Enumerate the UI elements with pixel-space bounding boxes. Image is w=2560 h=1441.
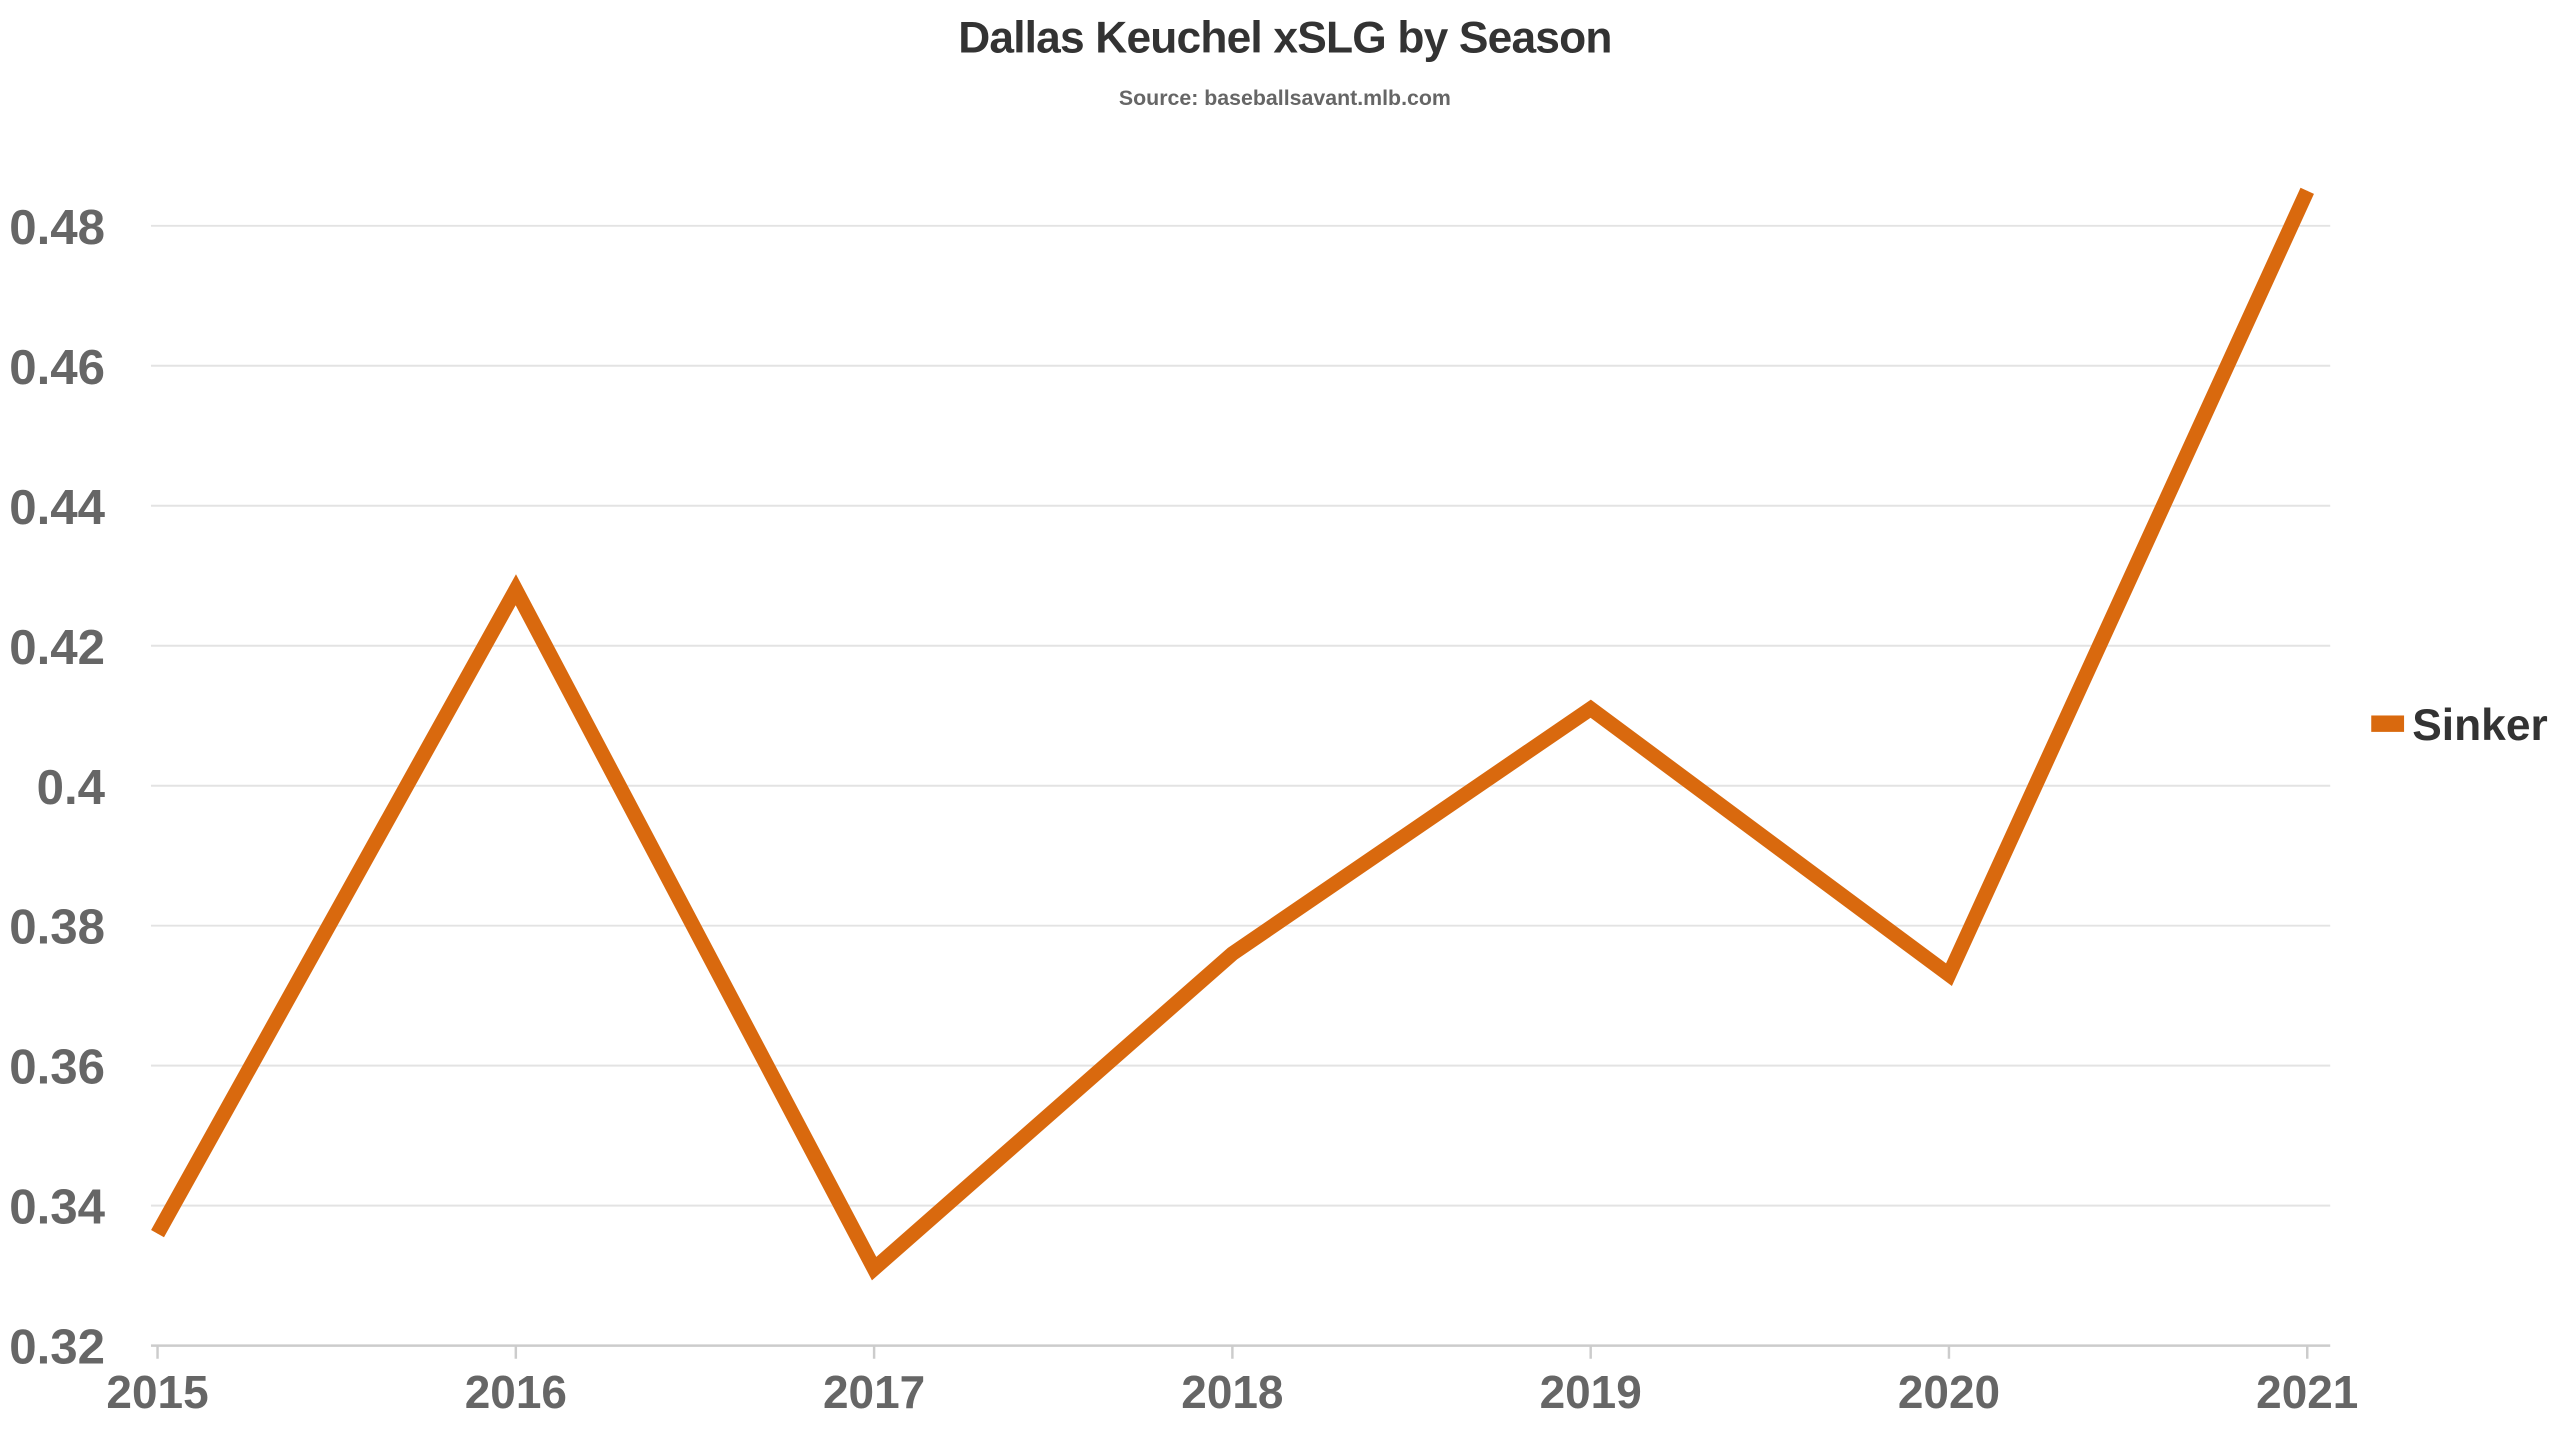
- y-tick-label: 0.34: [9, 1180, 105, 1235]
- x-tick-label: 2018: [1181, 1366, 1283, 1418]
- y-axis-ticks: 0.32 0.34 0.36 0.38 0.4 0.42 0.44 0.46 0.48: [9, 200, 105, 1375]
- y-tick-label: 0.42: [9, 620, 105, 675]
- legend-swatch: [2371, 715, 2404, 731]
- x-tick-label: 2021: [2256, 1366, 2358, 1418]
- series-lines: [157, 191, 2307, 1269]
- legend-label: Sinker: [2412, 701, 2547, 750]
- x-tick-label: 2015: [106, 1366, 208, 1418]
- y-tick-label: 0.36: [9, 1040, 105, 1095]
- y-tick-label: 0.46: [9, 340, 105, 395]
- legend: Sinker: [2371, 701, 2547, 750]
- y-tick-label: 0.48: [9, 200, 105, 255]
- x-tick-label: 2016: [465, 1366, 567, 1418]
- x-tick-label: 2020: [1898, 1366, 2000, 1418]
- x-tick-label: 2017: [823, 1366, 925, 1418]
- y-tick-label: 0.44: [9, 480, 105, 535]
- x-tick-label: 2019: [1540, 1366, 1642, 1418]
- y-tick-label: 0.38: [9, 900, 105, 955]
- grid-lines: [151, 226, 2330, 1206]
- y-tick-label: 0.32: [9, 1320, 105, 1375]
- y-tick-label: 0.4: [37, 760, 106, 815]
- series-line-sinker: [158, 191, 2308, 1269]
- x-axis-ticks: 2015 2016 2017 2018 2019 2020 2021: [106, 1346, 2358, 1418]
